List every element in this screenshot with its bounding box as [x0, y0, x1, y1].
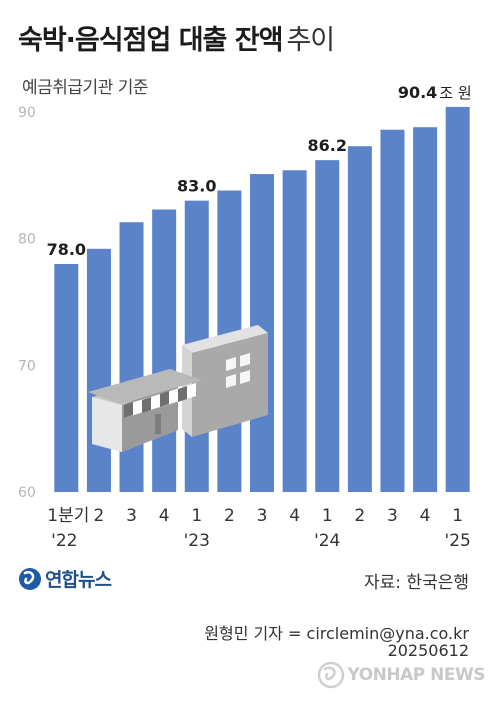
bar: [445, 106, 470, 492]
data-label: 90.4 조 원: [398, 83, 472, 102]
chart-subtitle: 예금취급기관 기준: [22, 78, 149, 98]
bar: [54, 264, 79, 492]
x-tick-label: 2: [94, 506, 105, 526]
bar-chart: 60 70 80 90: [18, 83, 472, 551]
bar: [152, 209, 177, 493]
yonhap-emblem-icon: [317, 661, 344, 689]
x-axis-ticks: 1분기 '22 2 3 4 1 '23 2 3 4 1 '24 2 3 4 1 '25: [47, 506, 471, 551]
bar: [413, 127, 438, 492]
chart-title-sub: 추이: [286, 25, 335, 56]
x-tick-label: 4: [289, 506, 300, 526]
x-tick-year-label: '22: [51, 531, 77, 551]
y-axis-ticks: 60 70 80 90: [18, 105, 36, 501]
x-tick-label: 2: [224, 506, 235, 526]
data-label: 78.0: [47, 240, 86, 259]
x-tick-label: 1: [452, 506, 463, 526]
x-tick-label: 4: [420, 506, 431, 526]
data-label-value: 90.4: [398, 83, 437, 102]
data-labels: 78.0 83.0 86.2 90.4 조 원: [47, 83, 472, 259]
shop-building-illustration: [88, 325, 268, 452]
x-tick-year-label: '25: [445, 531, 471, 551]
x-tick-year-label: '23: [184, 531, 210, 551]
door-icon: [155, 414, 161, 434]
data-label-unit: 조 원: [439, 84, 471, 102]
bar: [315, 160, 340, 492]
chart-title-main: 숙박·음식점업 대출 잔액: [18, 25, 283, 56]
bar: [347, 146, 372, 492]
agency-watermark: YONHAP NEWS: [317, 661, 486, 689]
y-tick-label: 90: [18, 105, 36, 121]
y-tick-label: 60: [18, 485, 36, 501]
yonhap-logo-icon: [19, 567, 41, 590]
agency-text: YONHAP NEWS: [347, 665, 486, 685]
yonhap-logo-text: 연합뉴스: [45, 569, 112, 591]
bar: [380, 129, 405, 492]
x-tick-label: 1: [322, 506, 333, 526]
publish-date: 20250612: [387, 641, 469, 660]
x-tick-label: 1분기: [47, 506, 89, 526]
source-note: 자료: 한국은행: [364, 573, 469, 593]
chart-title: 숙박·음식점업 대출 잔액 추이: [18, 18, 335, 57]
x-tick-label: 3: [126, 506, 137, 526]
data-label-value: 78.0: [47, 240, 86, 259]
y-tick-label: 80: [18, 232, 36, 248]
y-tick-label: 70: [18, 358, 36, 374]
x-tick-label: 4: [159, 506, 170, 526]
yonhap-logo: 연합뉴스: [18, 565, 112, 592]
reporter-credit: 원형민 기자 = circlemin@yna.co.kr: [204, 624, 469, 643]
data-label-value: 83.0: [177, 177, 216, 196]
x-tick-label: 3: [257, 506, 268, 526]
data-label-value: 86.2: [307, 136, 346, 155]
x-tick-label: 2: [354, 506, 365, 526]
bar: [86, 248, 111, 492]
x-tick-label: 1: [191, 506, 202, 526]
x-tick-year-label: '24: [314, 531, 340, 551]
data-label: 83.0: [177, 177, 216, 196]
bar: [282, 170, 307, 492]
data-label: 86.2: [307, 136, 346, 155]
x-tick-label: 3: [387, 506, 398, 526]
